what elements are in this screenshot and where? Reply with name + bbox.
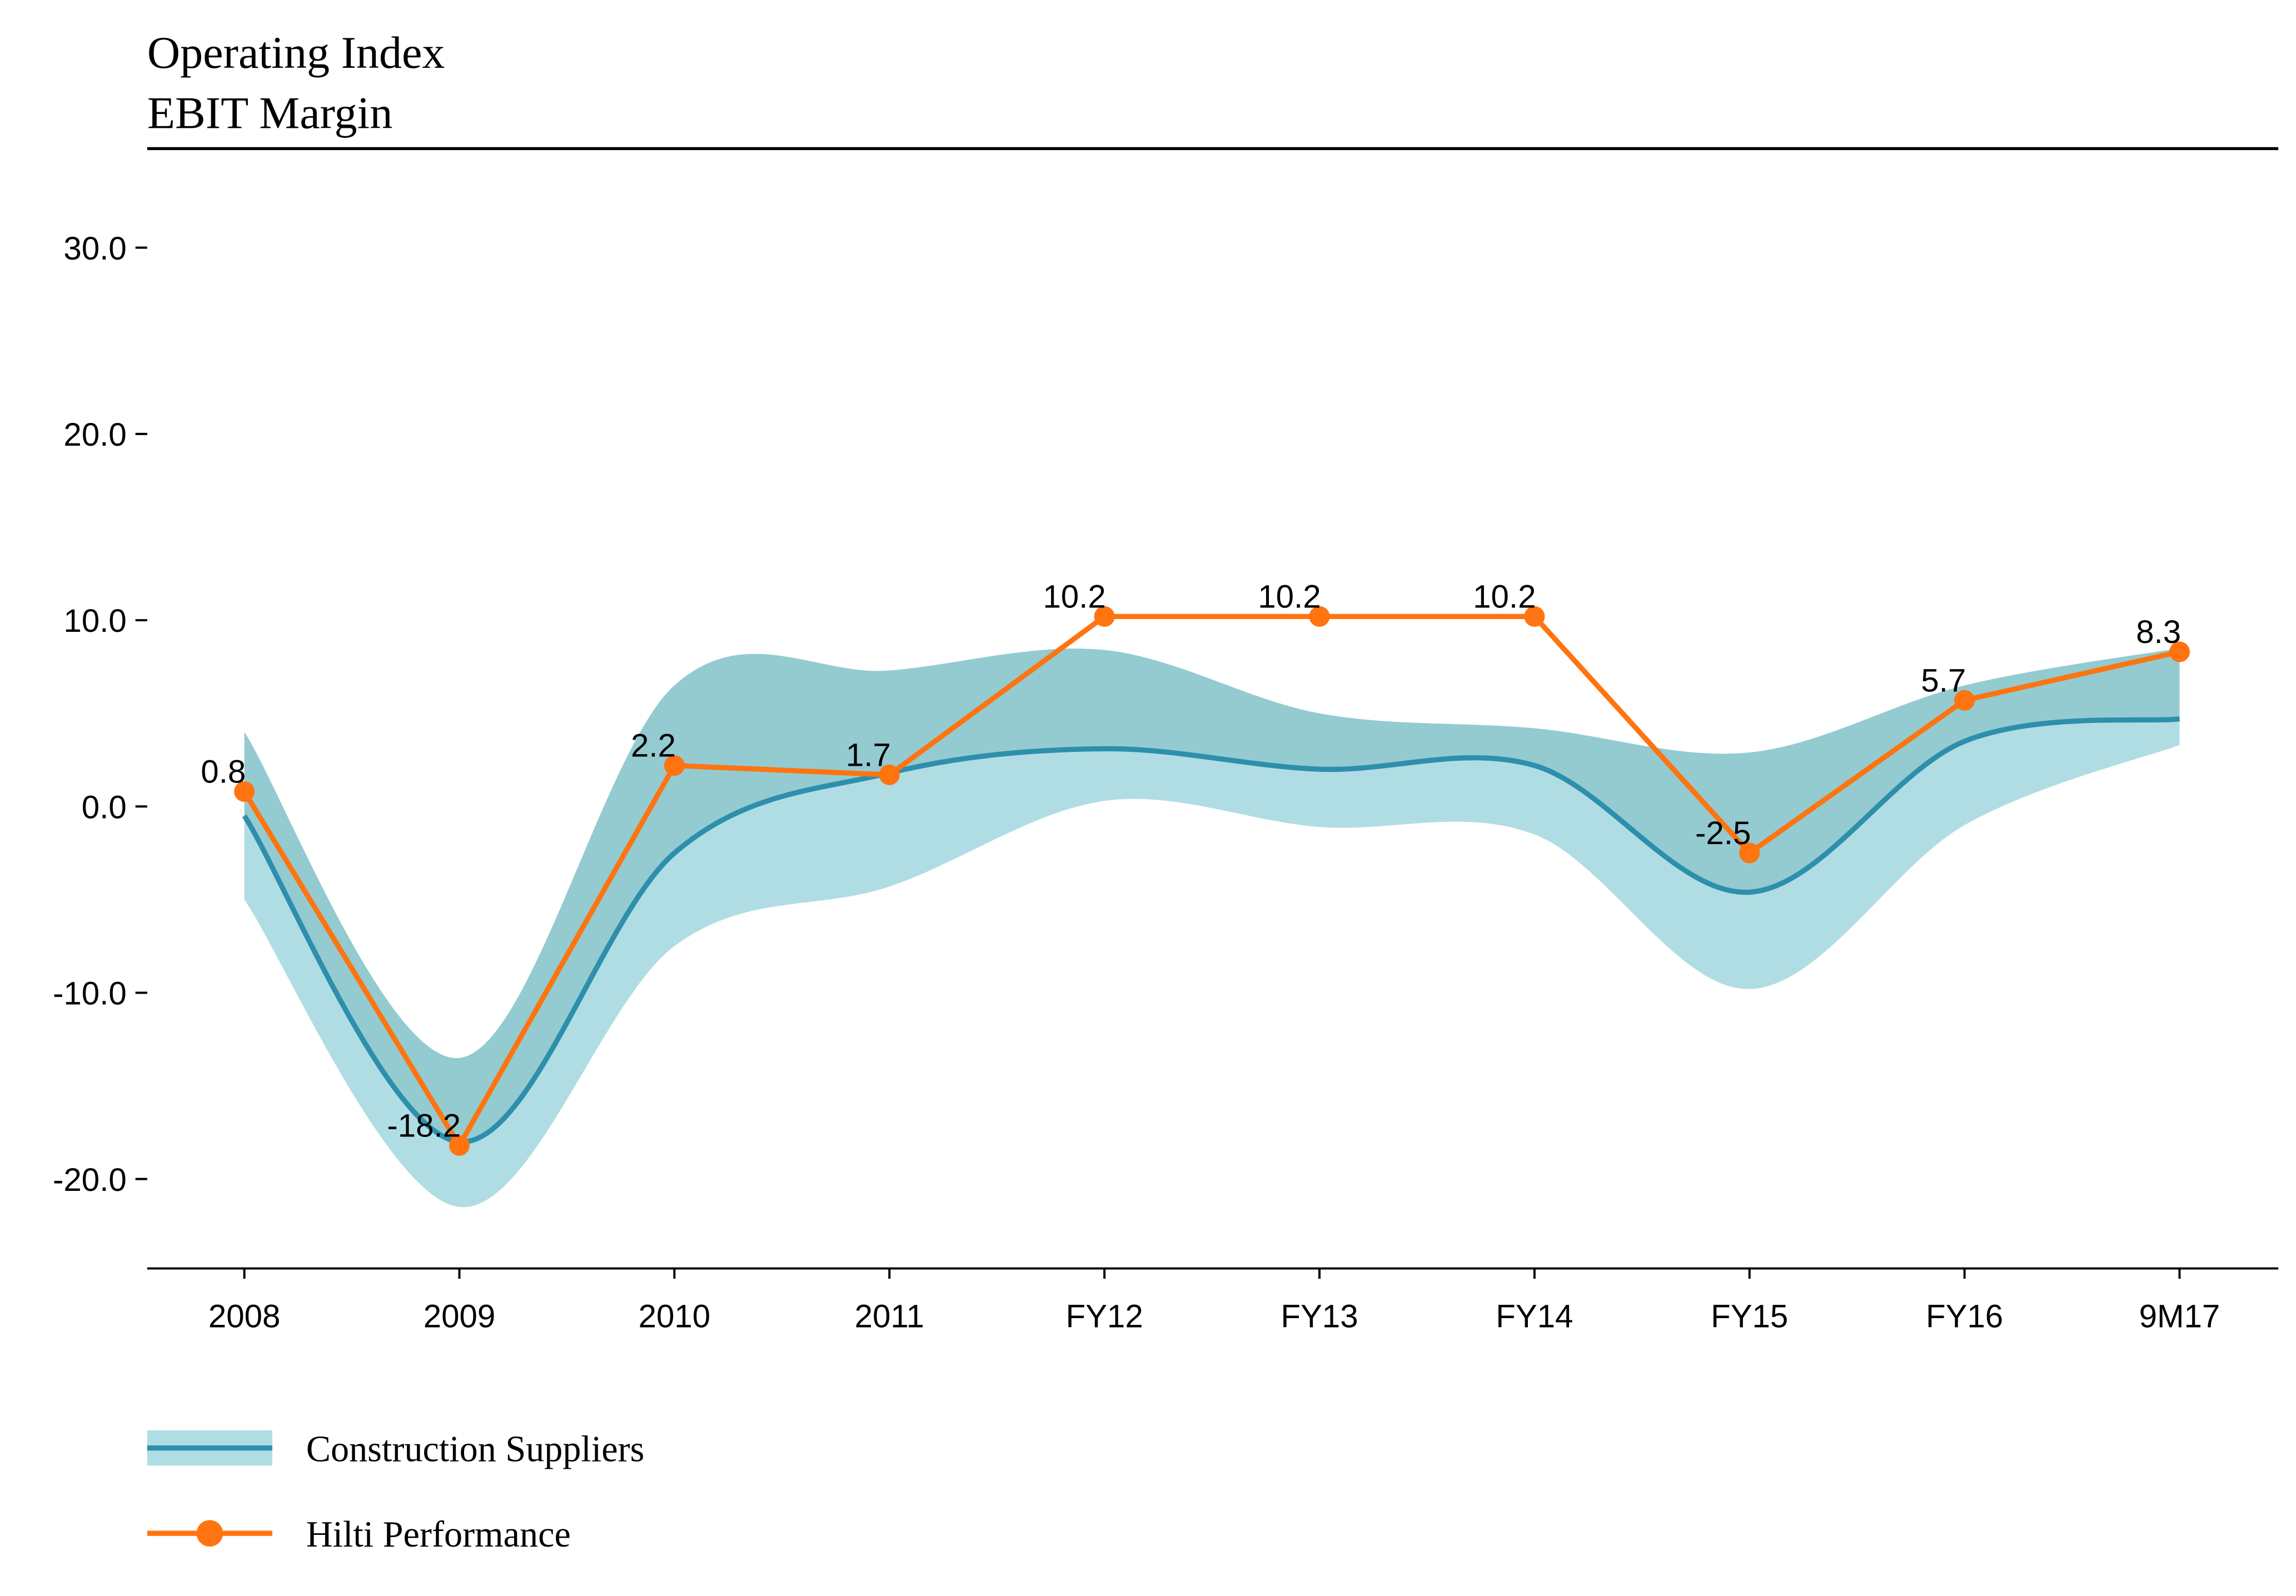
x-tick-label: FY16 [1926,1298,2003,1334]
data-label: 1.7 [846,737,891,773]
data-label: 8.3 [2136,614,2181,650]
data-label: 0.8 [201,754,246,790]
legend-label: Construction Suppliers [306,1429,645,1469]
x-tick-label: FY13 [1281,1298,1358,1334]
y-tick-label: 20.0 [63,417,126,453]
marker [1739,842,1760,864]
x-tick-label: FY15 [1711,1298,1788,1334]
y-tick-label: 10.0 [63,603,126,639]
x-tick-label: 9M17 [2139,1298,2220,1334]
x-tick-label: 2008 [208,1298,281,1334]
marker [449,1135,470,1156]
x-tick-label: FY14 [1496,1298,1573,1334]
legend-label: Hilti Performance [306,1514,571,1555]
data-label: 10.2 [1473,578,1536,615]
marker [879,764,900,785]
data-label: 10.2 [1043,578,1105,615]
x-tick-label: FY12 [1066,1298,1143,1334]
marker [1524,606,1545,627]
band-lower [244,719,2180,1208]
y-tick-label: 0.0 [82,789,127,825]
legend-marker [196,1520,223,1547]
line [242,614,2180,1151]
y-tick-label: -20.0 [53,1162,127,1198]
chart-title: Operating Index [147,27,445,78]
x-tick-label: 2009 [424,1298,496,1334]
x-tick-label: 2010 [639,1298,711,1334]
marker [1309,606,1330,627]
marker [664,755,685,776]
chart-subtitle: EBIT Margin [147,87,393,138]
marker [234,781,255,802]
data-label: 5.7 [1921,662,1966,699]
data-label: -2.5 [1695,815,1751,851]
band-upper [244,648,2180,1142]
marker [2169,641,2190,662]
marker [1954,690,1975,711]
x-tick-label: 2011 [855,1298,924,1334]
marker [1094,606,1115,627]
y-tick-label: 30.0 [63,231,126,267]
data-label: 2.2 [631,728,676,764]
data-label: -18.2 [387,1108,461,1144]
data-label: 10.2 [1258,578,1321,615]
y-tick-label: -10.0 [53,976,127,1012]
line [242,716,2180,1145]
